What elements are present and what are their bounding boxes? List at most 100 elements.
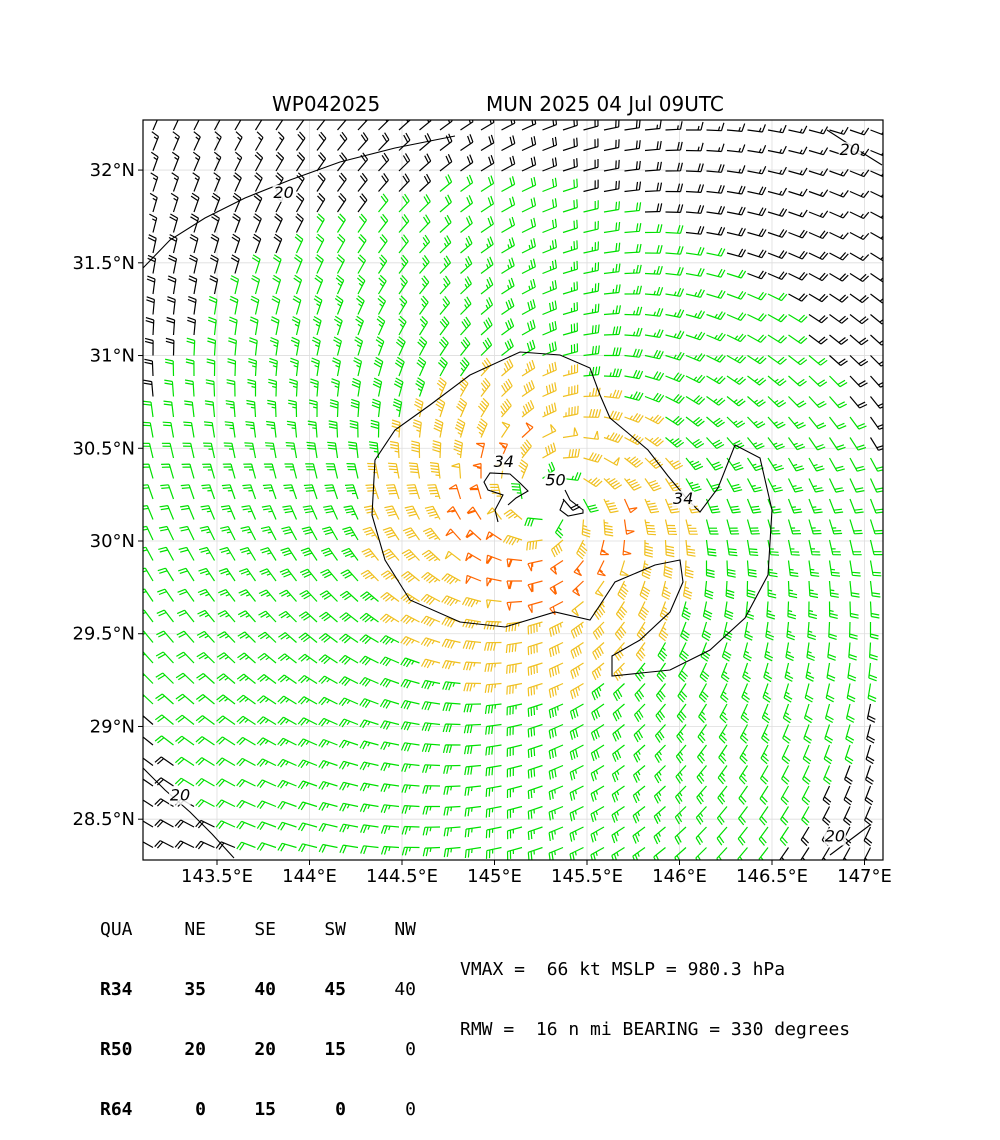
value-nw: 40 xyxy=(394,979,416,1000)
wind-barb xyxy=(506,805,523,819)
wind-barb xyxy=(521,217,537,234)
wind-barb xyxy=(644,436,664,447)
wind-barb xyxy=(767,229,788,238)
wind-barb xyxy=(542,218,557,234)
wind-barb xyxy=(435,397,446,418)
wind-barb xyxy=(864,806,873,826)
wind-barb xyxy=(706,354,726,363)
contour-label-bg xyxy=(544,472,567,490)
wind-barb xyxy=(746,457,764,472)
wind-barb xyxy=(746,580,756,599)
wind-barb xyxy=(674,785,687,805)
wind-barb xyxy=(624,202,642,213)
wind-barb xyxy=(398,120,411,131)
wind-barb xyxy=(612,744,625,762)
wind-barb xyxy=(521,136,537,152)
wind-barb xyxy=(849,396,868,409)
wind-barb xyxy=(465,529,482,541)
wind-barb xyxy=(767,145,787,155)
wind-barb xyxy=(439,316,450,336)
wind-barb xyxy=(398,315,407,336)
wind-barb xyxy=(706,289,726,299)
wind-barb xyxy=(187,296,197,315)
wind-barb xyxy=(603,498,619,514)
wind-barb xyxy=(644,371,665,381)
wind-barb xyxy=(653,806,666,824)
wind-barb xyxy=(336,233,346,254)
wind-barb xyxy=(420,615,441,627)
wind-barb xyxy=(685,457,704,471)
wind-barb xyxy=(569,846,584,860)
wind-barb xyxy=(299,589,318,602)
wind-barb xyxy=(460,336,471,356)
wind-barb xyxy=(808,147,829,156)
wind-barb xyxy=(463,682,482,692)
wind-barb xyxy=(196,673,215,684)
wind-barb xyxy=(869,437,883,451)
x-tick-label: 145.5°E xyxy=(551,866,623,887)
wind-barb xyxy=(338,676,359,687)
wind-barb xyxy=(611,846,625,860)
wind-barb xyxy=(685,478,702,492)
wind-barb xyxy=(726,375,746,385)
wind-barb xyxy=(256,821,277,831)
wind-barb xyxy=(299,568,318,582)
wind-barb xyxy=(576,539,588,560)
wind-barb xyxy=(267,399,277,418)
wind-barb xyxy=(685,437,705,449)
wind-barb xyxy=(829,211,849,219)
wind-barb xyxy=(359,612,379,623)
wind-barb xyxy=(281,526,298,541)
wind-barb xyxy=(271,295,281,315)
wind-barb xyxy=(737,826,748,846)
wind-barb xyxy=(421,722,441,732)
wind-barb xyxy=(443,805,461,816)
wind-barb xyxy=(320,547,338,561)
wind-barb xyxy=(186,337,196,356)
wind-barb xyxy=(264,442,277,459)
wind-barb xyxy=(622,539,632,556)
wind-barb xyxy=(429,462,441,479)
wind-barb xyxy=(849,127,870,136)
wind-barb xyxy=(480,134,495,152)
wind-barb xyxy=(761,703,771,724)
wind-barb xyxy=(277,758,297,768)
wind-barb xyxy=(327,441,339,459)
wind-barb xyxy=(290,336,300,356)
wind-barb xyxy=(400,700,420,710)
wind-barb xyxy=(356,274,366,295)
wind-barb xyxy=(412,419,422,438)
wind-barb xyxy=(422,764,441,773)
wind-barb xyxy=(782,703,792,724)
wind-barb xyxy=(162,421,175,438)
wind-barb xyxy=(154,735,174,746)
wind-barb xyxy=(542,177,558,193)
wind-barb xyxy=(501,237,515,254)
wind-barb xyxy=(633,744,646,763)
wind-barb xyxy=(870,314,883,325)
plot-frame xyxy=(142,119,884,861)
wind-barb xyxy=(185,358,195,377)
wind-barb xyxy=(421,679,441,690)
wind-barb xyxy=(548,682,564,698)
wind-barb xyxy=(183,421,195,438)
wind-barb xyxy=(747,145,767,154)
wind-barb xyxy=(466,506,482,520)
wind-barb xyxy=(684,560,694,579)
wind-barb xyxy=(767,250,788,259)
x-tick-label: 144.5°E xyxy=(366,866,438,887)
wind-barb xyxy=(822,785,832,806)
wind-barb xyxy=(570,682,584,700)
wind-barb xyxy=(216,715,236,725)
wind-barb xyxy=(196,630,215,643)
wind-barb xyxy=(624,264,642,275)
wind-barb xyxy=(238,568,256,582)
wind-barb xyxy=(443,764,461,774)
wind-barb xyxy=(256,695,277,705)
wind-barb xyxy=(451,462,462,479)
wind-barb xyxy=(220,526,236,541)
wind-barb xyxy=(143,630,154,643)
y-tick-label: 30°N xyxy=(90,531,135,552)
wind-barb xyxy=(247,378,257,397)
wind-barb xyxy=(787,539,800,556)
